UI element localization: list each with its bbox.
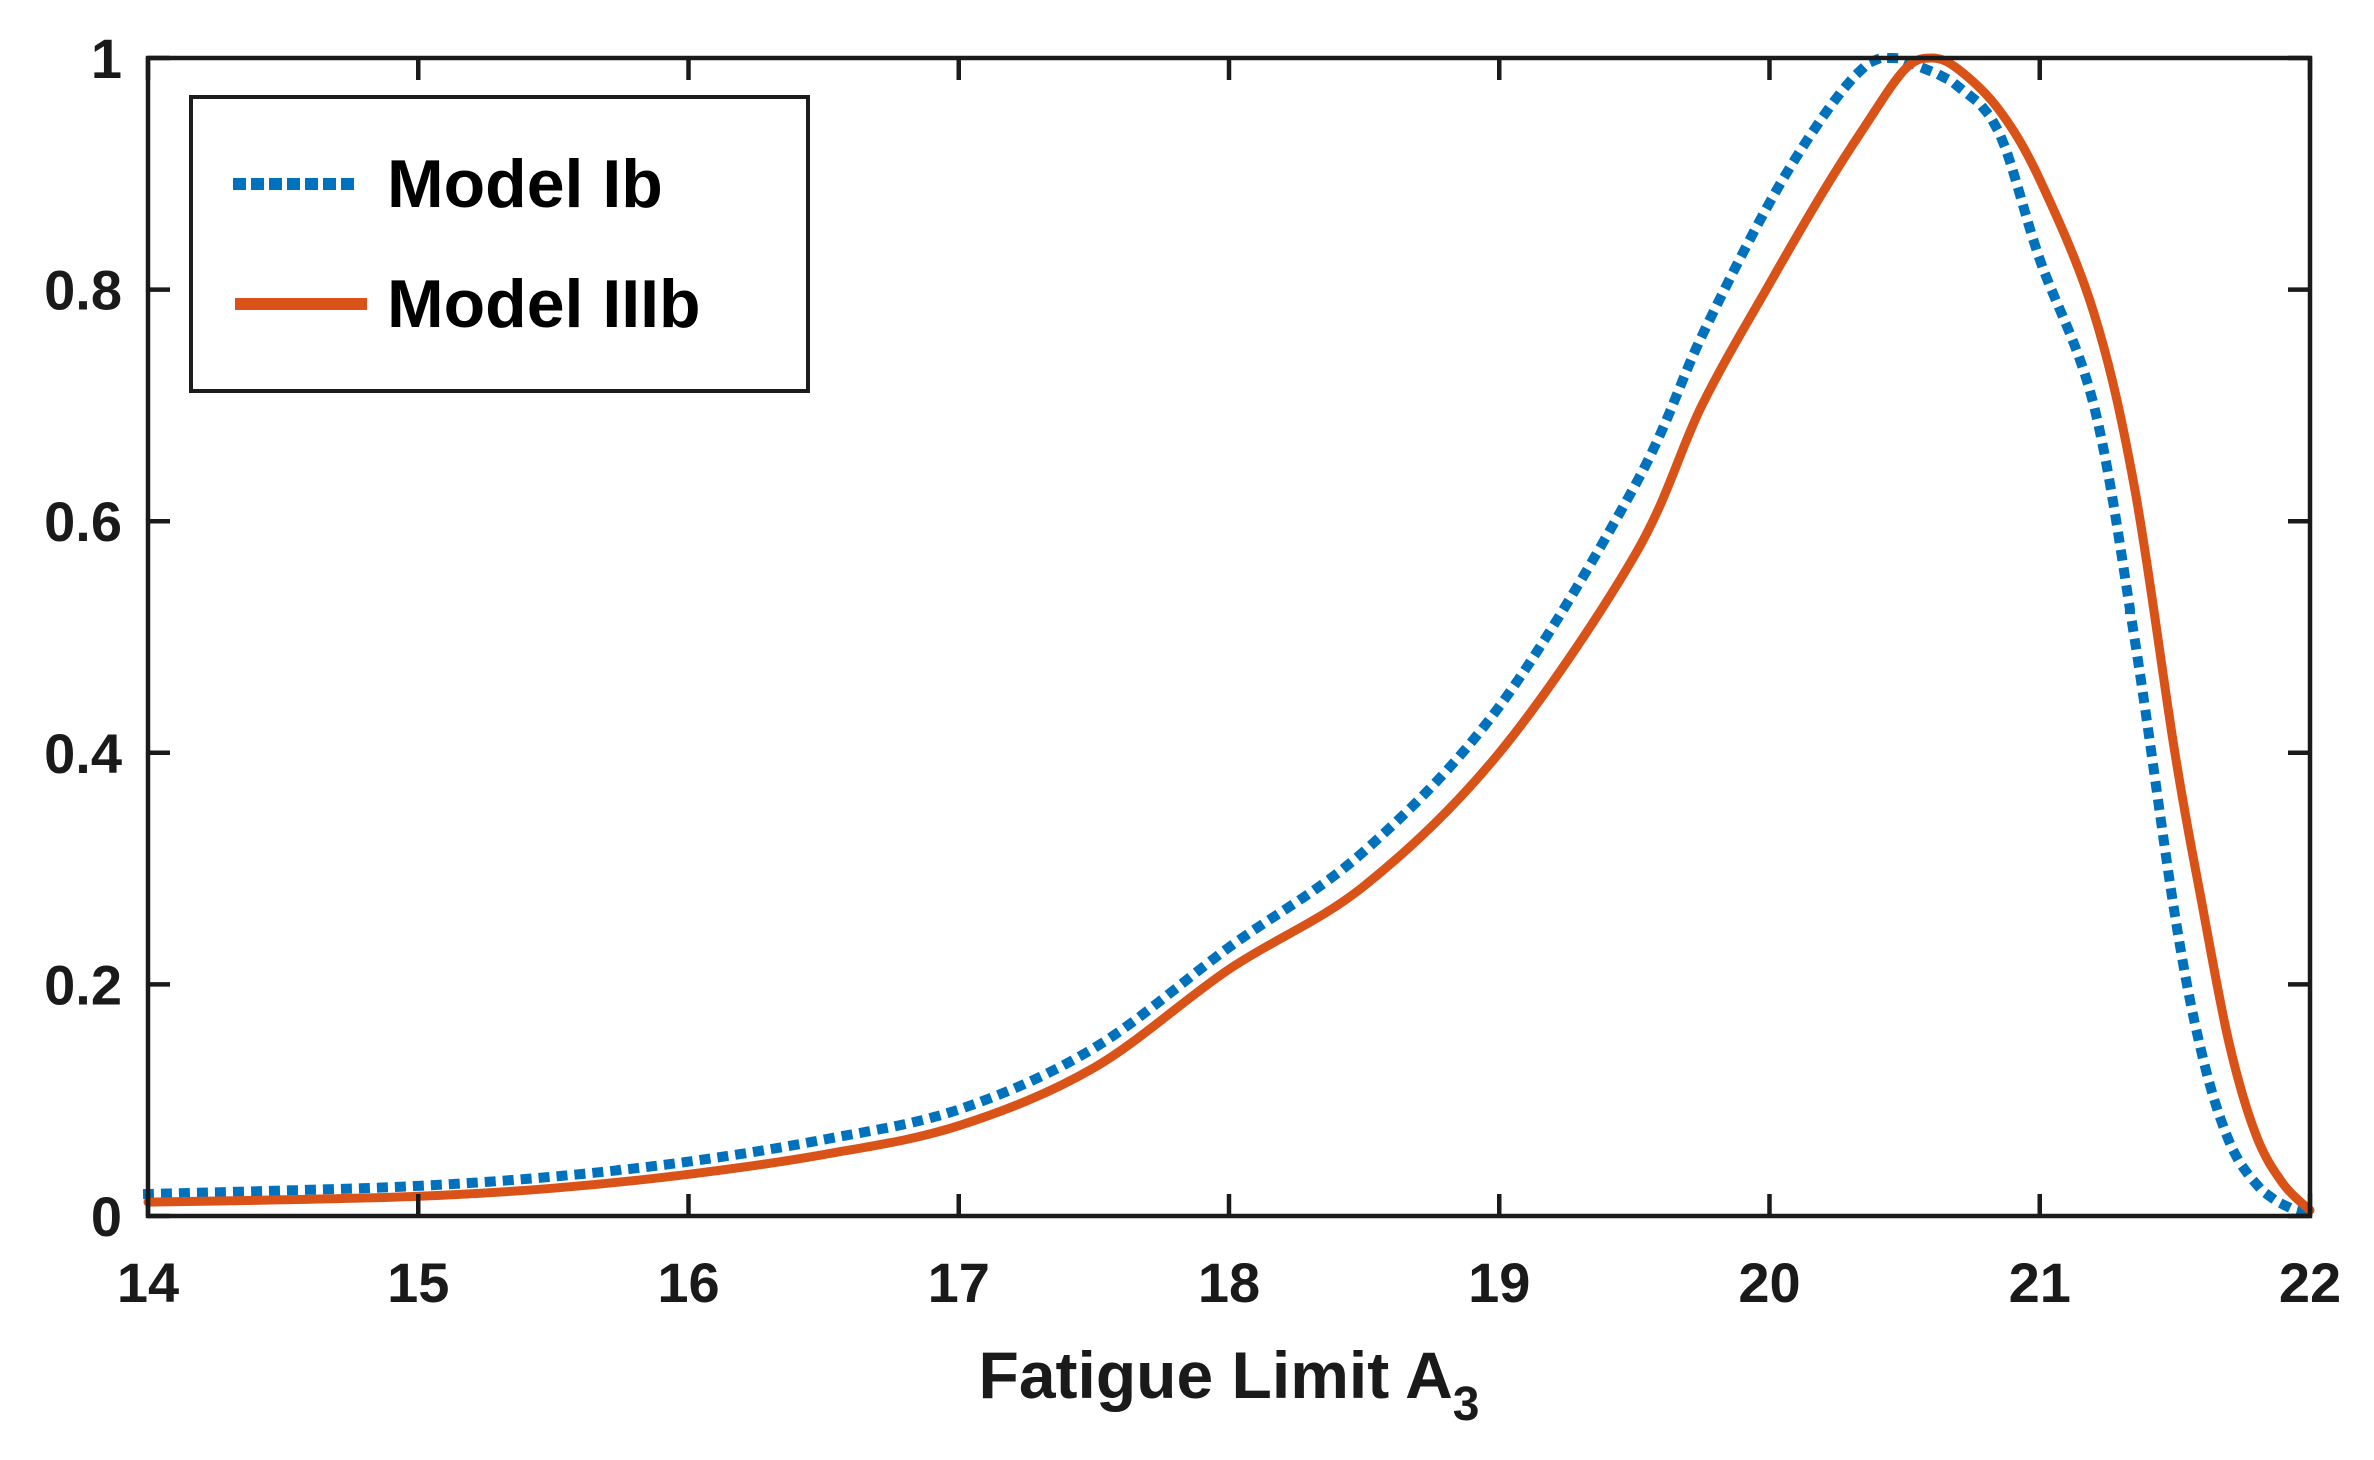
x-tick-label: 16 xyxy=(657,1251,719,1314)
x-tick-label: 14 xyxy=(117,1251,179,1314)
legend-sample-dotted-line xyxy=(233,178,369,191)
x-tick-label: 15 xyxy=(387,1251,449,1314)
curve-model-iiib xyxy=(143,53,2315,1215)
labels-layer: 14 15 16 17 18 19 20 21 22 0 0.2 0.4 0.6 0.8 1 xyxy=(44,27,2341,1314)
y-tick-label: 0.6 xyxy=(44,490,122,553)
y-tick-label: 0.4 xyxy=(44,722,122,785)
legend-sample-solid-line xyxy=(235,297,367,310)
x-tick-label: 18 xyxy=(1198,1251,1260,1314)
y-tick-label: 0 xyxy=(91,1185,122,1248)
x-tick-label: 22 xyxy=(2279,1251,2341,1314)
x-axis-label-text: Fatigue Limit A xyxy=(979,1338,1453,1412)
legend-item-model-iiib: Model IIIb xyxy=(233,270,806,338)
legend: Model Ib Model IIIb xyxy=(189,95,810,393)
x-axis-label: Fatigue Limit A3 xyxy=(979,1338,1480,1431)
x-tick-label: 17 xyxy=(928,1251,990,1314)
x-axis-label-subscript: 3 xyxy=(1453,1378,1480,1431)
x-tick-label: 19 xyxy=(1468,1251,1530,1314)
legend-item-model-ib: Model Ib xyxy=(233,150,806,218)
curve-model-ib xyxy=(142,53,2317,1221)
y-tick-label: 0.2 xyxy=(44,953,122,1016)
legend-label-model-iiib: Model IIIb xyxy=(387,265,701,342)
curves-layer xyxy=(142,53,2317,1221)
x-tick-label: 21 xyxy=(2009,1251,2071,1314)
legend-label-model-ib: Model Ib xyxy=(387,146,663,223)
y-tick-label: 0.8 xyxy=(44,259,122,322)
axes-layer xyxy=(145,55,2313,1219)
y-tick-label: 1 xyxy=(91,27,122,90)
x-tick-label: 20 xyxy=(1738,1251,1800,1314)
